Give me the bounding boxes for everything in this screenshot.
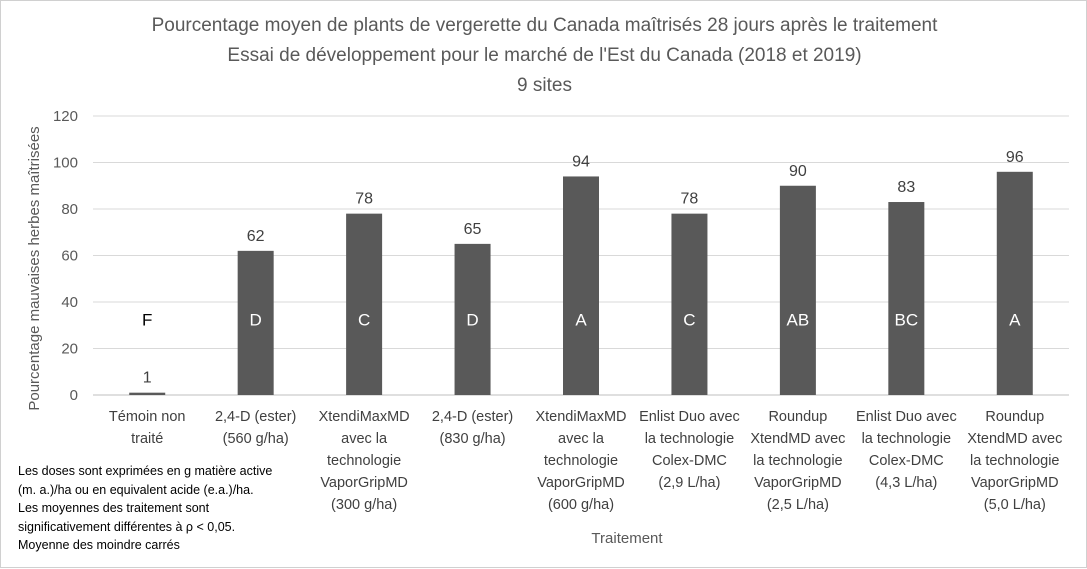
data-label: 62 xyxy=(247,228,265,245)
significance-letter: BC xyxy=(895,310,919,329)
y-axis-title: Pourcentage mauvaises herbes maîtrisées xyxy=(26,126,43,410)
x-tick-label: la technologie xyxy=(645,431,735,447)
note-line: (m. a.)/ha ou en equivalent acide (e.a.)… xyxy=(18,482,254,497)
data-label: 78 xyxy=(355,191,373,208)
x-tick-label: (5,0 L/ha) xyxy=(984,497,1046,513)
significance-letter: D xyxy=(466,310,478,329)
x-tick-label: Roundup xyxy=(768,409,827,425)
x-axis-title: Traitement xyxy=(591,530,663,547)
data-label: 78 xyxy=(681,191,699,208)
bar xyxy=(563,176,599,395)
note-line: Les moyennes des traitement sont xyxy=(18,501,210,515)
significance-letter: A xyxy=(575,310,587,329)
x-tick-label: traité xyxy=(131,431,163,447)
x-tick-label: avec la xyxy=(558,431,605,447)
x-tick-label: Enlist Duo avec xyxy=(856,409,957,425)
bar xyxy=(779,185,816,395)
x-tick-label: (830 g/ha) xyxy=(440,431,506,447)
x-tick-label: VaporGripMD xyxy=(971,475,1059,491)
bar xyxy=(237,250,274,395)
data-label: 1 xyxy=(143,370,152,387)
x-tick-label: (560 g/ha) xyxy=(223,431,289,447)
x-tick-label: Colex-DMC xyxy=(652,453,727,469)
y-tick-label: 60 xyxy=(61,248,78,265)
x-tick-label: (2,5 L/ha) xyxy=(767,497,829,513)
chart-notes: Les doses sont exprimées en g matière ac… xyxy=(18,462,318,555)
bar xyxy=(129,392,166,395)
data-label: 96 xyxy=(1006,149,1024,166)
x-tick-label: (300 g/ha) xyxy=(331,497,397,513)
note-line: significativement différentes à ρ < 0,05… xyxy=(18,519,236,534)
x-tick-label: (600 g/ha) xyxy=(548,497,614,513)
x-tick-label: XtendMD avec xyxy=(967,431,1062,447)
x-tick-label: XtendiMaxMD xyxy=(319,409,410,425)
note-line: Moyenne des moindre carrés xyxy=(18,538,180,552)
x-tick-label: Témoin non xyxy=(109,409,186,425)
x-tick-label: Enlist Duo avec xyxy=(639,409,740,425)
y-tick-label: 80 xyxy=(61,201,78,218)
data-label: 94 xyxy=(572,153,590,170)
x-tick-label: la technologie xyxy=(862,431,952,447)
x-tick-label: technologie xyxy=(544,453,618,469)
data-label: 65 xyxy=(464,221,482,238)
data-label: 90 xyxy=(789,163,807,180)
x-tick-label: 2,4-D (ester) xyxy=(215,409,296,425)
bar xyxy=(454,243,491,395)
significance-letter: AB xyxy=(787,310,810,329)
chart-title-line-1: Pourcentage moyen de plants de vergerett… xyxy=(151,15,938,36)
chart-title-line-3: 9 sites xyxy=(517,75,572,96)
x-tick-label: (2,9 L/ha) xyxy=(658,475,720,491)
significance-letter: F xyxy=(142,310,152,329)
chart-title-line-2: Essai de développement pour le marché de… xyxy=(227,45,862,66)
y-tick-label: 120 xyxy=(53,108,78,125)
x-tick-label: VaporGripMD xyxy=(537,475,625,491)
bar xyxy=(346,213,383,395)
x-tick-label: VaporGripMD xyxy=(754,475,842,491)
y-tick-label: 20 xyxy=(61,341,78,358)
bar xyxy=(996,171,1033,395)
x-tick-label: avec la xyxy=(341,431,388,447)
bar xyxy=(671,213,708,395)
significance-letter: D xyxy=(250,310,262,329)
significance-letter: C xyxy=(358,310,370,329)
x-tick-label: la technologie xyxy=(970,453,1060,469)
x-tick-label: la technologie xyxy=(753,453,843,469)
x-tick-label: VaporGripMD xyxy=(320,475,408,491)
y-tick-label: 40 xyxy=(61,294,78,311)
significance-letter: C xyxy=(683,310,695,329)
x-tick-label: 2,4-D (ester) xyxy=(432,409,513,425)
x-tick-label: Roundup xyxy=(985,409,1044,425)
x-tick-label: XtendMD avec xyxy=(750,431,845,447)
x-tick-label: (4,3 L/ha) xyxy=(875,475,937,491)
note-line: Les doses sont exprimées en g matière ac… xyxy=(18,464,273,478)
y-tick-label: 0 xyxy=(70,387,78,404)
x-tick-label: XtendiMaxMD xyxy=(535,409,626,425)
data-label: 83 xyxy=(897,179,915,196)
bar xyxy=(888,202,925,395)
x-tick-label: technologie xyxy=(327,453,401,469)
y-tick-label: 100 xyxy=(53,155,78,172)
significance-letter: A xyxy=(1009,310,1021,329)
x-tick-label: Colex-DMC xyxy=(869,453,944,469)
